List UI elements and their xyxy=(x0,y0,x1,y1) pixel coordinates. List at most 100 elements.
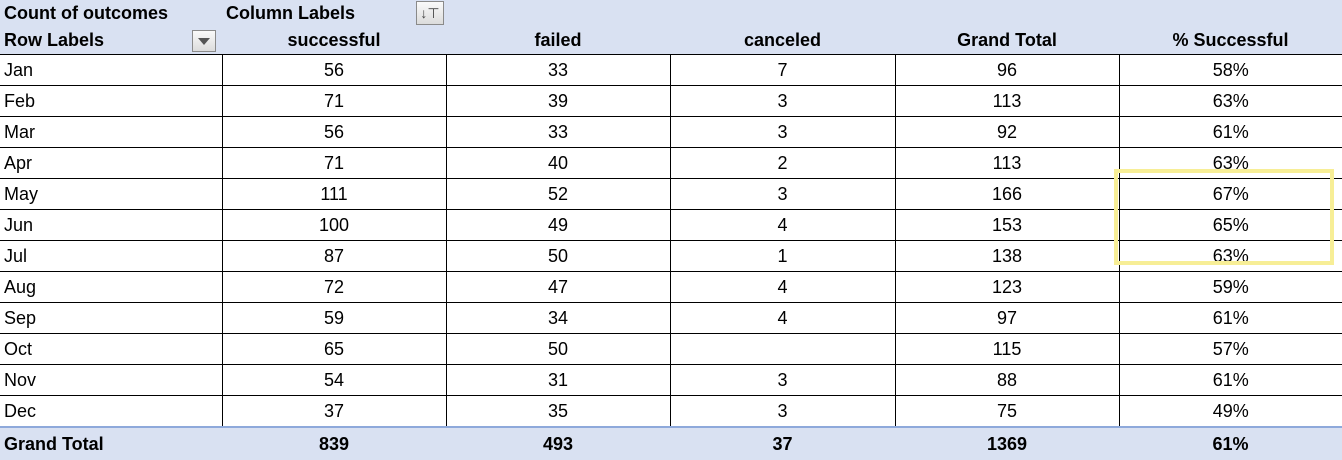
cell-total[interactable]: 96 xyxy=(895,54,1120,86)
cell-successful[interactable]: 59 xyxy=(222,302,447,334)
cell-canceled[interactable]: 3 xyxy=(670,85,896,117)
cell-total[interactable]: 92 xyxy=(895,116,1120,148)
cell-canceled[interactable]: 2 xyxy=(670,147,896,179)
cell-pct[interactable]: 49% xyxy=(1119,395,1342,428)
sort-filter-icon: ↓⊤ xyxy=(420,5,440,21)
cell-total[interactable]: 75 xyxy=(895,395,1120,428)
col-header-successful[interactable]: successful xyxy=(222,26,446,55)
cell-pct[interactable]: 61% xyxy=(1119,302,1342,334)
cell-total[interactable]: 88 xyxy=(895,364,1120,396)
cell-month[interactable]: Feb xyxy=(0,85,223,117)
cell-total[interactable]: 113 xyxy=(895,85,1120,117)
table-row: Sep 59 34 4 97 61% xyxy=(0,302,1342,334)
grand-total-label[interactable]: Grand Total xyxy=(0,426,222,460)
row-labels-header[interactable]: Row Labels xyxy=(0,26,222,55)
cell-failed[interactable]: 40 xyxy=(446,147,671,179)
cell-canceled[interactable]: 4 xyxy=(670,209,896,241)
cell-pct[interactable]: 67% xyxy=(1119,178,1342,210)
cell-successful[interactable]: 87 xyxy=(222,240,447,272)
cell-successful[interactable]: 72 xyxy=(222,271,447,303)
cell-pct[interactable]: 63% xyxy=(1119,85,1342,117)
cell-canceled[interactable]: 7 xyxy=(670,54,896,86)
cell-total[interactable]: 123 xyxy=(895,271,1120,303)
cell-pct[interactable]: 58% xyxy=(1119,54,1342,86)
cell-successful[interactable]: 71 xyxy=(222,85,447,117)
cell-pct[interactable]: 63% xyxy=(1119,147,1342,179)
cell-pct[interactable]: 57% xyxy=(1119,333,1342,365)
cell-successful[interactable]: 37 xyxy=(222,395,447,428)
cell-total[interactable]: 153 xyxy=(895,209,1120,241)
cell-month[interactable]: Apr xyxy=(0,147,223,179)
cell-failed[interactable]: 35 xyxy=(446,395,671,428)
cell-month[interactable]: Dec xyxy=(0,395,223,428)
row-labels-filter-button[interactable] xyxy=(192,30,216,52)
values-label[interactable]: Count of outcomes xyxy=(0,0,222,26)
grand-total-failed[interactable]: 493 xyxy=(446,426,670,460)
cell-canceled[interactable]: 3 xyxy=(670,395,896,428)
table-row: Jul 87 50 1 138 63% xyxy=(0,240,1342,272)
cell-canceled[interactable] xyxy=(670,333,896,365)
cell-successful[interactable]: 56 xyxy=(222,116,447,148)
cell-successful[interactable]: 65 xyxy=(222,333,447,365)
cell-failed[interactable]: 52 xyxy=(446,178,671,210)
cell-failed[interactable]: 34 xyxy=(446,302,671,334)
cell-total[interactable]: 115 xyxy=(895,333,1120,365)
cell-failed[interactable]: 49 xyxy=(446,209,671,241)
cell-pct[interactable]: 61% xyxy=(1119,364,1342,396)
cell-failed[interactable]: 47 xyxy=(446,271,671,303)
cell-month[interactable]: Jan xyxy=(0,54,223,86)
grand-total-successful[interactable]: 839 xyxy=(222,426,446,460)
grand-total-pct[interactable]: 61% xyxy=(1119,426,1342,460)
cell-total[interactable]: 113 xyxy=(895,147,1120,179)
cell-month[interactable]: Aug xyxy=(0,271,223,303)
cell-successful[interactable]: 56 xyxy=(222,54,447,86)
cell-month[interactable]: Jun xyxy=(0,209,223,241)
col-header-canceled[interactable]: canceled xyxy=(670,26,895,55)
col-header-pct-successful[interactable]: % Successful xyxy=(1119,26,1342,55)
cell-pct[interactable]: 59% xyxy=(1119,271,1342,303)
cell-month[interactable]: Sep xyxy=(0,302,223,334)
cell-failed[interactable]: 50 xyxy=(446,333,671,365)
column-labels-filter-button[interactable]: ↓⊤ xyxy=(416,1,444,25)
cell-canceled[interactable]: 4 xyxy=(670,302,896,334)
cell-successful[interactable]: 54 xyxy=(222,364,447,396)
cell-canceled[interactable]: 3 xyxy=(670,364,896,396)
cell-successful[interactable]: 71 xyxy=(222,147,447,179)
grand-total-row: Grand Total 839 493 37 1369 61% xyxy=(0,426,1342,460)
cell-total[interactable]: 138 xyxy=(895,240,1120,272)
table-row: Feb 71 39 3 113 63% xyxy=(0,85,1342,117)
grand-total-total[interactable]: 1369 xyxy=(895,426,1119,460)
cell-pct[interactable]: 65% xyxy=(1119,209,1342,241)
table-row: Apr 71 40 2 113 63% xyxy=(0,147,1342,179)
highlight-box xyxy=(1114,169,1334,265)
cell-canceled[interactable]: 1 xyxy=(670,240,896,272)
table-row: Jan 56 33 7 96 58% xyxy=(0,54,1342,86)
table-row: Jun 100 49 4 153 65% xyxy=(0,209,1342,241)
cell-canceled[interactable]: 4 xyxy=(670,271,896,303)
cell-failed[interactable]: 39 xyxy=(446,85,671,117)
pivot-header-row-2: Row Labels successful failed canceled Gr… xyxy=(0,26,1342,55)
cell-total[interactable]: 97 xyxy=(895,302,1120,334)
grand-total-canceled[interactable]: 37 xyxy=(670,426,895,460)
cell-successful[interactable]: 111 xyxy=(222,178,447,210)
pivot-header-row-1: Count of outcomes Column Labels xyxy=(0,0,1342,26)
cell-canceled[interactable]: 3 xyxy=(670,116,896,148)
col-header-grand-total[interactable]: Grand Total xyxy=(895,26,1119,55)
cell-canceled[interactable]: 3 xyxy=(670,178,896,210)
cell-failed[interactable]: 33 xyxy=(446,116,671,148)
cell-failed[interactable]: 50 xyxy=(446,240,671,272)
cell-pct[interactable]: 61% xyxy=(1119,116,1342,148)
cell-failed[interactable]: 31 xyxy=(446,364,671,396)
cell-month[interactable]: Mar xyxy=(0,116,223,148)
col-header-failed[interactable]: failed xyxy=(446,26,670,55)
cell-month[interactable]: Nov xyxy=(0,364,223,396)
dropdown-arrow-icon xyxy=(198,38,210,45)
cell-month[interactable]: Oct xyxy=(0,333,223,365)
cell-month[interactable]: May xyxy=(0,178,223,210)
cell-successful[interactable]: 100 xyxy=(222,209,447,241)
column-labels-header[interactable]: Column Labels xyxy=(222,0,446,26)
cell-failed[interactable]: 33 xyxy=(446,54,671,86)
cell-month[interactable]: Jul xyxy=(0,240,223,272)
cell-total[interactable]: 166 xyxy=(895,178,1120,210)
cell-pct[interactable]: 63% xyxy=(1119,240,1342,272)
